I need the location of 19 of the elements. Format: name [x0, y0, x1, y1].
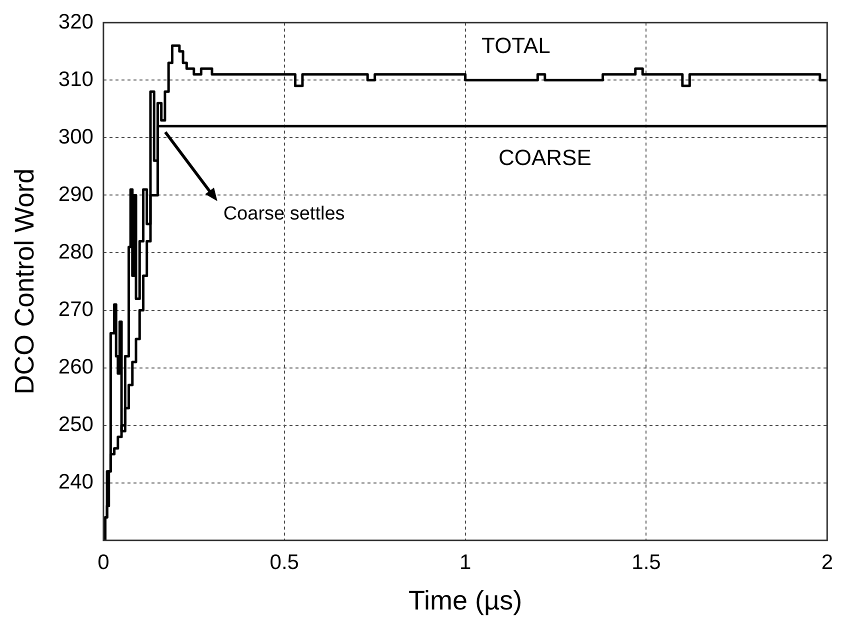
y-tick-label: 280 [58, 240, 94, 264]
x-tick-label: 1 [459, 550, 472, 574]
x-tick-label: 1.5 [632, 550, 661, 574]
x-tick-label: 0 [98, 550, 110, 574]
x-axis-title: Time (µs) [408, 585, 522, 616]
y-tick-label: 250 [58, 413, 94, 436]
y-tick-label: 320 [58, 10, 94, 34]
y-tick-label: 260 [58, 356, 94, 379]
y-axis-title: DCO Control Word [10, 168, 40, 395]
y-tick-label: 290 [58, 182, 94, 206]
y-tick-label: 300 [58, 125, 94, 148]
y-tick-label: 270 [58, 298, 94, 322]
y-tick-label: 240 [58, 470, 94, 494]
x-tick-label: 0.5 [270, 550, 299, 574]
series-label: TOTAL [482, 33, 550, 58]
series-label: COARSE [498, 145, 592, 170]
y-tick-label: 310 [58, 68, 94, 91]
x-tick-label: 2 [821, 550, 834, 574]
annotation: Coarse settles [223, 203, 345, 224]
